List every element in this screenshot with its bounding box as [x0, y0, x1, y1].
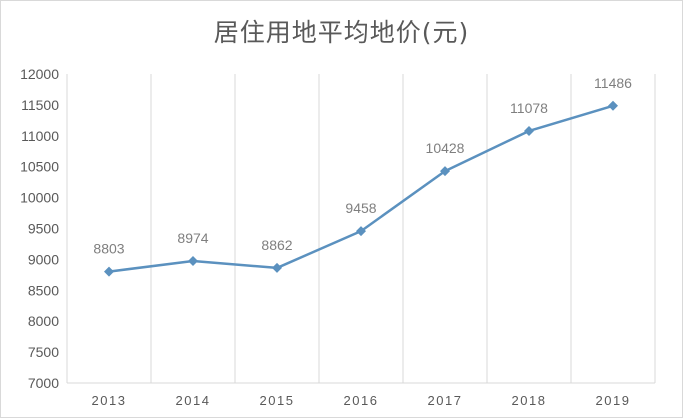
y-tick-label: 8000: [28, 313, 59, 329]
data-label: 8974: [177, 230, 208, 246]
x-tick-label: 2014: [176, 393, 211, 408]
data-label: 11486: [594, 75, 632, 91]
series-line: [108, 104, 614, 273]
data-label: 10428: [426, 140, 465, 156]
y-tick-label: 10000: [20, 190, 59, 206]
y-tick-label: 12000: [20, 66, 59, 82]
series-layer: [104, 100, 618, 277]
axis-layer: 7000 7500 8000 8500 9000 9500 10000 10500 11000 1…: [20, 66, 655, 408]
y-tick-label: 11500: [21, 97, 59, 113]
y-tick-label: 7000: [28, 375, 59, 391]
data-point-marker: [524, 125, 534, 136]
x-tick-label: 2018: [512, 393, 547, 408]
y-tick-label: 8500: [28, 282, 59, 298]
x-tick-label: 2016: [344, 393, 379, 408]
y-tick-label: 7500: [28, 344, 59, 360]
data-label: 8803: [93, 241, 124, 257]
data-label: 9458: [345, 200, 376, 216]
data-point-marker: [104, 266, 114, 277]
y-tick-label: 9500: [28, 221, 59, 237]
y-tick-label: 9000: [28, 251, 59, 267]
chart-title: 居住用地平均地价(元): [213, 18, 470, 47]
x-tick-label: 2013: [92, 393, 127, 408]
data-label: 8862: [261, 237, 292, 253]
y-tick-label: 11000: [21, 128, 59, 144]
data-point-marker: [440, 166, 450, 177]
data-point-marker: [356, 226, 366, 237]
data-point-marker: [272, 262, 282, 273]
x-tick-label: 2017: [428, 393, 463, 408]
data-point-marker: [188, 256, 198, 267]
grid-layer: [150, 74, 656, 383]
x-tick-label: 2019: [596, 393, 631, 408]
data-point-marker: [608, 100, 618, 111]
x-tick-label: 2015: [260, 393, 295, 408]
y-tick-label: 10500: [20, 159, 59, 175]
data-label: 11078: [510, 100, 548, 116]
label-layer: 8803 8974 8862 9458 10428 11078 11486: [93, 75, 632, 257]
